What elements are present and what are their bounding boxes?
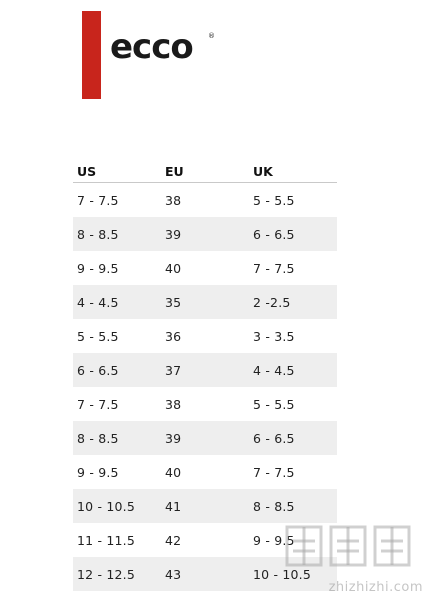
cell-eu: 39 [165, 226, 182, 242]
cell-uk: 7 - 7.5 [253, 260, 295, 276]
cell-uk: 8 - 8.5 [253, 498, 295, 514]
registered-mark: ® [208, 32, 215, 40]
cell-uk: 4 - 4.5 [253, 362, 295, 378]
cell-us: 9 - 9.5 [77, 260, 119, 276]
table-row: 7 - 7.5 38 5 - 5.5 [73, 387, 337, 421]
cell-uk: 6 - 6.5 [253, 430, 295, 446]
table-header: US EU UK [73, 160, 337, 183]
table-row: 8 - 8.5 39 6 - 6.5 [73, 421, 337, 455]
brand-wordmark: ecco [110, 27, 193, 67]
table-row: 11 - 11.5 42 9 - 9.5 [73, 523, 337, 557]
cell-us: 9 - 9.5 [77, 464, 119, 480]
cell-uk: 6 - 6.5 [253, 226, 295, 242]
cell-uk: 5 - 5.5 [253, 192, 295, 208]
cell-uk: 9 - 9.5 [253, 532, 295, 548]
cell-us: 7 - 7.5 [77, 192, 119, 208]
cell-eu: 43 [165, 566, 182, 582]
table-row: 6 - 6.5 37 4 - 4.5 [73, 353, 337, 387]
cell-us: 7 - 7.5 [77, 396, 119, 412]
cell-uk: 2 -2.5 [253, 294, 291, 310]
header-eu: EU [165, 163, 184, 179]
cell-uk: 3 - 3.5 [253, 328, 295, 344]
cell-eu: 40 [165, 260, 182, 276]
brand-logo: ecco ® [110, 27, 215, 67]
cell-eu: 37 [165, 362, 182, 378]
cell-us: 5 - 5.5 [77, 328, 119, 344]
cell-uk: 10 - 10.5 [253, 566, 311, 582]
header-uk: UK [253, 163, 273, 179]
cell-us: 8 - 8.5 [77, 226, 119, 242]
cell-us: 4 - 4.5 [77, 294, 119, 310]
brand-logo-bar [82, 11, 101, 99]
cell-eu: 42 [165, 532, 182, 548]
table-row: 5 - 5.5 36 3 - 3.5 [73, 319, 337, 353]
cell-eu: 40 [165, 464, 182, 480]
table-row: 8 - 8.5 39 6 - 6.5 [73, 217, 337, 251]
table-row: 7 - 7.5 38 5 - 5.5 [73, 183, 337, 217]
table-body: 7 - 7.5 38 5 - 5.5 8 - 8.5 39 6 - 6.5 9 - 9.5 4… [73, 183, 337, 591]
cell-us: 8 - 8.5 [77, 430, 119, 446]
cell-uk: 7 - 7.5 [253, 464, 295, 480]
cell-us: 12 - 12.5 [77, 566, 135, 582]
cell-eu: 38 [165, 396, 182, 412]
header-us: US [77, 163, 97, 179]
cell-us: 11 - 11.5 [77, 532, 135, 548]
cell-uk: 5 - 5.5 [253, 396, 295, 412]
table-row: 12 - 12.5 43 10 - 10.5 [73, 557, 337, 591]
table-row: 9 - 9.5 40 7 - 7.5 [73, 455, 337, 489]
size-chart-table: US EU UK 7 - 7.5 38 5 - 5.5 8 - 8.5 39 6 - 6.… [73, 160, 337, 591]
table-row: 4 - 4.5 35 2 -2.5 [73, 285, 337, 319]
cell-eu: 39 [165, 430, 182, 446]
cell-eu: 41 [165, 498, 182, 514]
table-row: 9 - 9.5 40 7 - 7.5 [73, 251, 337, 285]
cell-eu: 38 [165, 192, 182, 208]
cell-us: 6 - 6.5 [77, 362, 119, 378]
table-row: 10 - 10.5 41 8 - 8.5 [73, 489, 337, 523]
cell-eu: 35 [165, 294, 182, 310]
cell-us: 10 - 10.5 [77, 498, 135, 514]
watermark-text: zhizhizhi.com [328, 580, 423, 595]
cell-eu: 36 [165, 328, 182, 344]
